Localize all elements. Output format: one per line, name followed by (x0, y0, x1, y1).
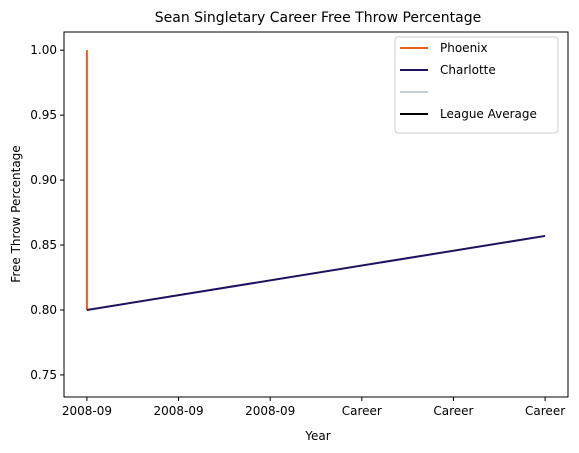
x-tick-label: 2008-09 (62, 404, 112, 418)
y-tick-label: 0.95 (30, 108, 57, 122)
y-tick-label: 0.80 (30, 303, 57, 317)
x-axis-label: Year (304, 429, 330, 443)
legend-label: Charlotte (440, 63, 496, 77)
chart-title: Sean Singletary Career Free Throw Percen… (155, 10, 482, 26)
x-tick-label: 2008-09 (153, 404, 203, 418)
y-tick-label: 0.85 (30, 238, 57, 252)
legend-label: League Average (440, 107, 537, 121)
series-line-charlotte (86, 234, 546, 311)
y-tick-label: 0.75 (30, 368, 57, 382)
x-tick-label: 2008-09 (245, 404, 295, 418)
legend-box (394, 36, 559, 134)
x-tick-label: Career (342, 404, 382, 418)
y-axis-label: Free Throw Percentage (9, 145, 23, 282)
y-tick-label: 0.90 (30, 173, 57, 187)
x-tick-label: Career (525, 404, 565, 418)
x-tick-label: Career (433, 404, 473, 418)
plot-frame (63, 31, 569, 398)
legend: Phoenix Charlotte League Average (394, 36, 559, 134)
y-tick-label: 1.00 (30, 43, 57, 57)
legend-label: Phoenix (440, 41, 488, 55)
plot-area (85, 50, 546, 311)
